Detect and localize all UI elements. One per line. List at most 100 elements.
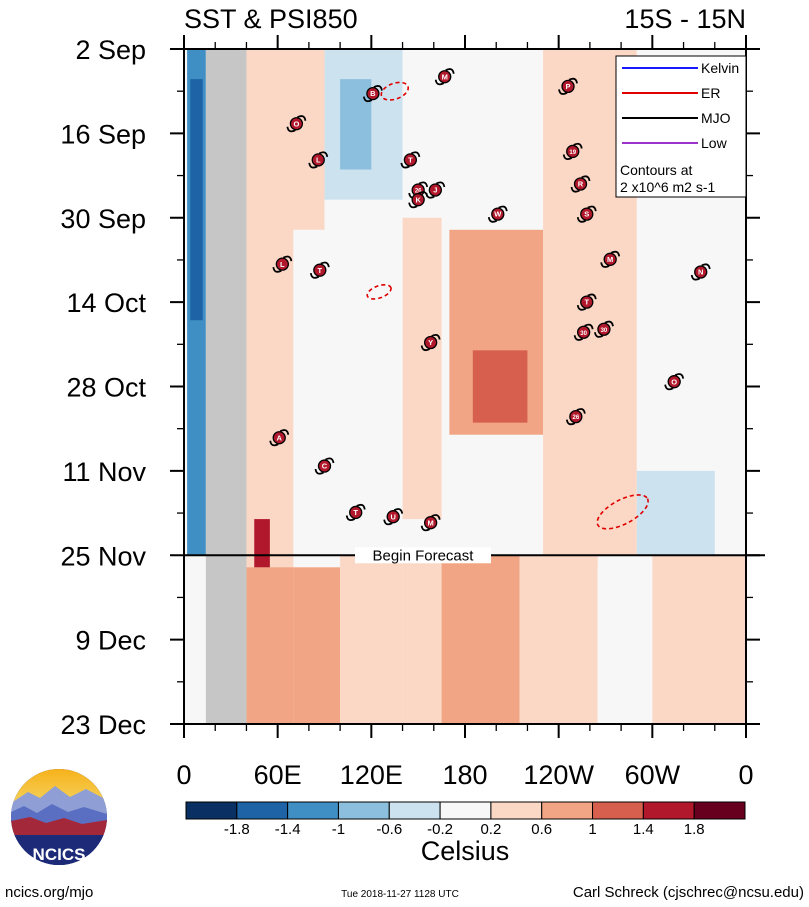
colorbar-tick-label: -0.6 [376, 821, 402, 838]
cyclone-arm-icon [435, 181, 446, 188]
cyclone-arm-icon [431, 514, 441, 520]
y-axis-labels: 2 Sep 16 Sep 30 Sep 14 Oct 28 Oct 11 Nov 25 No… [60, 35, 146, 740]
cyclone-arm-icon [594, 332, 604, 338]
cyclone-marker-13: L [272, 255, 293, 273]
cyclone-arm-icon [431, 333, 441, 340]
cyclone-label: M [442, 72, 448, 81]
cyclone-arm-icon [587, 205, 597, 212]
cyclone-icon [597, 322, 611, 336]
forecast-label: Begin Forecast [373, 547, 475, 564]
title-left: SST & PSI850 [184, 4, 358, 34]
legend-note-line2: 2 x10^6 m2 s-1 [620, 179, 715, 195]
cyclone-marker-0: B [363, 85, 383, 103]
cyclone-arm-icon [445, 68, 455, 74]
colorbar-swatch-10 [693, 801, 746, 820]
forecast-label-bg [355, 547, 491, 564]
cyclone-icon [424, 335, 438, 350]
cyclone-marker-21: O [664, 373, 685, 391]
colorbar [185, 801, 746, 820]
colorbar-swatch-0 [185, 801, 238, 820]
cyclone-arm-icon [570, 186, 580, 193]
x-tick-label: 120W [523, 760, 594, 790]
cyclone-arm-icon [487, 216, 498, 223]
cyclone-marker-25: T [345, 503, 366, 522]
cyclone-icon [580, 295, 594, 309]
cyclone-arm-icon [587, 293, 597, 300]
cyclone-arm-icon [573, 335, 584, 341]
cyclone-icon [386, 510, 400, 524]
cyclone-marker-1: M [434, 68, 455, 86]
cyclone-arm-icon [573, 142, 583, 149]
colorbar-tick-label: -0.2 [427, 821, 453, 838]
colorbar-tick-label: 1.8 [684, 821, 705, 838]
cyclone-label: B [370, 89, 376, 98]
cyclone-arm-icon [565, 419, 576, 426]
cyclone-marker-17: T [576, 293, 597, 311]
cyclone-label: L [316, 155, 321, 164]
cyclone-icon [576, 325, 591, 339]
colorbar-tick-label: 1.4 [633, 821, 654, 838]
cyclone-arm-icon [576, 408, 586, 414]
y-tick-label: 2 Sep [75, 35, 146, 65]
cyclone-arm-icon [674, 373, 685, 379]
title-right: 15S - 15N [624, 4, 746, 34]
cyclone-arm-icon [400, 162, 410, 169]
cyclone-arm-icon [408, 202, 418, 209]
cyclone-arm-icon [279, 429, 290, 435]
cyclone-arm-icon [610, 250, 621, 257]
cyclone-marker-5: T [400, 151, 421, 169]
cyclone-label: 30 [601, 328, 608, 334]
anomaly-band-2 [246, 567, 294, 724]
cyclone-arm-icon [393, 508, 404, 514]
colorbar-swatch-4 [388, 801, 441, 820]
cyclone-arm-icon [576, 216, 587, 223]
cyclone-icon [275, 257, 290, 271]
er-contour-0 [380, 81, 410, 101]
colorbar-tick-label: 0.6 [531, 821, 552, 838]
cyclone-icon [349, 505, 363, 520]
cyclone-marker-24: C [314, 457, 335, 475]
cyclone-icon [603, 252, 617, 266]
cyclone-arm-icon [420, 525, 431, 532]
cyclone-label: T [353, 508, 358, 517]
cyclone-label: R [578, 180, 584, 189]
anomaly-band-6 [441, 555, 520, 724]
cyclone-arm-icon [584, 323, 594, 330]
cyclone-label: C [322, 462, 328, 471]
colorbar-swatch-5 [439, 801, 492, 820]
cyclone-arm-icon [269, 440, 279, 447]
cyclone-label: Y [428, 338, 433, 347]
cyclone-arm-icon [345, 515, 356, 522]
y-tick-label: 28 Oct [66, 373, 146, 403]
cyclone-label: K [415, 195, 421, 204]
cyclone-marker-3: O [286, 115, 307, 133]
logo-text: NCICS [33, 845, 86, 864]
cyclone-arm-icon [664, 384, 674, 391]
cyclone-arm-icon [282, 255, 293, 262]
colorbar-tick-labels: -1.8 -1.4 -1 -0.6 -0.2 0.2 0.6 1 1.4 1.8 [224, 821, 705, 838]
cyclone-label: M [428, 518, 434, 527]
cyclone-label: O [293, 119, 299, 128]
cyclone-label: 30 [580, 331, 587, 337]
legend-label-er: ER [701, 85, 720, 101]
anomaly-band-9 [652, 555, 746, 724]
cyclone-marker-20: Y [420, 333, 441, 352]
cyclone-icon [366, 86, 380, 101]
anomaly-band-14 [277, 49, 325, 230]
y-tick-label: 11 Nov [62, 457, 146, 487]
cyclone-icon [569, 409, 583, 424]
x-tick-label: 60E [254, 760, 302, 790]
axis-ticks [170, 35, 760, 738]
y-tick-label: 30 Sep [60, 204, 146, 234]
cyclone-arm-icon [286, 126, 296, 133]
colorbar-unit-label: Celsius [421, 836, 510, 866]
cyclone-marker-23: A [269, 429, 290, 447]
legend: Kelvin ER MJO Low Contours at 2 x10^6 m2 s-… [615, 55, 747, 198]
cyclone-marker-14: T [309, 261, 330, 279]
cyclone-icon [694, 265, 708, 279]
x-tick-label: 0 [738, 760, 753, 790]
anomaly-band-13 [340, 79, 372, 170]
cyclone-marker-27: M [420, 514, 441, 532]
cyclone-icon [311, 153, 325, 167]
